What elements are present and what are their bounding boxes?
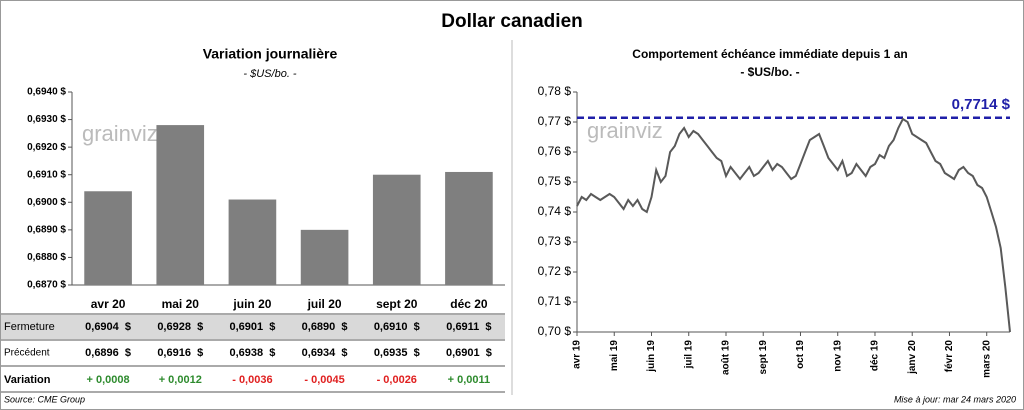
bar [372,174,421,285]
table-cell: 0,6938 $ [229,347,275,359]
table-cell: 0,6934 $ [302,347,348,359]
table-cell: - 0,0026 [377,374,417,386]
x-tick-label: oct 19 [795,340,806,369]
table-row-bg [1,315,505,339]
x-tick-label: sept 19 [758,340,769,375]
table-cell: 0,6901 $ [446,347,492,359]
x-tick-label: avr 19 [572,340,583,369]
watermark: grainviz [587,118,663,143]
x-tick-label: août 19 [721,340,732,375]
table-cell: 0,6911 $ [446,321,491,333]
table-cell: 0,6935 $ [374,347,420,359]
x-tick-label: nov 19 [832,340,843,372]
price-line [576,117,1011,333]
x-tick-label: déc 19 [870,340,881,372]
y-tick-label: 0,72 $ [538,264,572,278]
x-tick-label: juin 20 [232,297,271,311]
right-title: Comportement échéance immédiate depuis 1… [632,47,907,61]
table-cell: 0,6896 $ [85,347,131,359]
left-title: Variation journalière [203,46,338,62]
bar [300,229,349,285]
reference-label: 0,7714 $ [952,96,1011,113]
table-cell: - 0,0045 [304,374,344,386]
watermark: grainviz [82,121,158,146]
x-tick-label: avr 20 [91,297,126,311]
y-tick-label: 0,71 $ [538,294,572,308]
y-tick-label: 0,77 $ [538,114,572,128]
y-tick-label: 0,6940 $ [27,87,66,98]
bar [84,191,132,285]
x-tick-label: déc 20 [450,297,488,311]
table-cell: + 0,0012 [159,374,202,386]
y-tick-label: 0,73 $ [538,234,572,248]
table-cell: 0,6916 $ [157,347,203,359]
left-subtitle: - $US/bo. - [243,68,297,80]
main-title: Dollar canadien [441,11,583,32]
y-tick-label: 0,6920 $ [27,142,66,153]
y-tick-label: 0,70 $ [538,324,572,338]
table-cell: 0,6928 $ [157,321,203,333]
y-tick-label: 0,6880 $ [27,252,66,263]
right-subtitle: - $US/bo. - [740,65,799,79]
bar [156,125,205,285]
table-cell: 0,6901 $ [229,321,275,333]
x-tick-label: juin 19 [646,340,657,373]
y-tick-label: 0,6900 $ [27,197,66,208]
y-tick-label: 0,6910 $ [27,169,66,180]
table-cell: 0,6910 $ [374,321,420,333]
x-tick-label: mai 19 [609,340,620,372]
x-tick-label: mars 20 [981,340,992,378]
y-tick-label: 0,76 $ [538,144,572,158]
x-tick-label: mai 20 [162,297,200,311]
source: Source: CME Group [4,394,85,404]
table-cell: 0,6904 $ [85,321,131,333]
x-tick-label: juil 20 [307,297,342,311]
y-tick-label: 0,6870 $ [27,280,66,291]
table-cell: 0,6890 $ [302,321,348,333]
x-tick-label: févr 20 [944,340,955,373]
y-tick-label: 0,78 $ [538,84,572,98]
row-label: Variation [4,374,51,386]
table-cell: - 0,0036 [232,374,272,386]
x-tick-label: juil 19 [683,340,694,370]
y-tick-label: 0,74 $ [538,204,572,218]
update-note: Mise à jour: mar 24 mars 2020 [894,394,1016,404]
table-cell: + 0,0011 [448,374,491,386]
table-cell: + 0,0008 [87,374,130,386]
y-tick-label: 0,6930 $ [27,114,66,125]
bar [445,171,493,285]
row-label: Fermeture [4,321,55,333]
y-tick-label: 0,6890 $ [27,224,66,235]
x-tick-label: janv 20 [907,340,918,375]
x-tick-label: sept 20 [376,297,418,311]
bar [228,199,277,285]
row-label: Précédent [4,348,50,359]
y-tick-label: 0,75 $ [538,174,572,188]
